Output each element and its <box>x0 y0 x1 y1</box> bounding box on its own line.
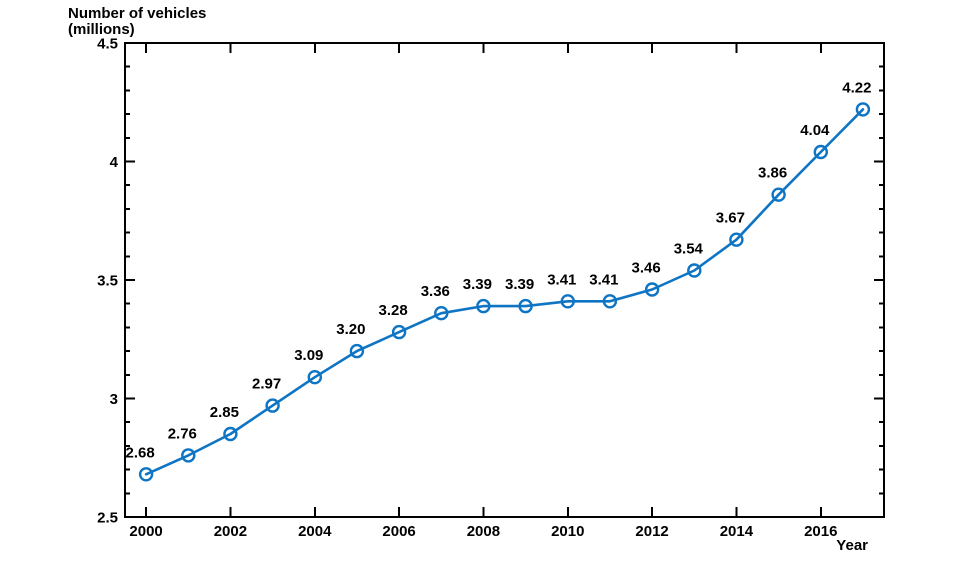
x-tick-label: 2014 <box>720 523 754 540</box>
data-label-2012: 3.46 <box>631 260 660 277</box>
data-point-2015 <box>771 187 786 202</box>
data-point-2016 <box>813 144 828 160</box>
data-point-2003 <box>265 398 280 413</box>
x-tick-label: 2010 <box>551 523 584 540</box>
x-tick-label: 2006 <box>382 523 415 540</box>
data-point-2002 <box>223 426 238 442</box>
data-label-2014: 3.67 <box>716 210 745 227</box>
data-point-2014 <box>729 232 744 247</box>
x-tick-label: 2008 <box>467 523 500 540</box>
x-axis-label: Year <box>836 537 868 554</box>
y-tick-label: 3.5 <box>97 272 118 289</box>
data-point-2010 <box>560 294 575 309</box>
chart-title: Number of vehicles (millions) <box>68 6 206 38</box>
data-label-2008: 3.39 <box>463 276 492 293</box>
data-label-2010: 3.41 <box>547 271 576 288</box>
data-label-2016: 4.04 <box>800 122 830 139</box>
data-points <box>138 102 871 482</box>
data-point-2000 <box>138 467 154 482</box>
data-label-2003: 2.97 <box>252 376 281 393</box>
data-label-2015: 3.86 <box>758 165 787 182</box>
x-tick-label: 2012 <box>635 523 668 540</box>
data-label-2007: 3.36 <box>421 283 450 300</box>
data-point-2009 <box>518 298 533 314</box>
y-tick-label: 2.5 <box>97 509 118 526</box>
data-point-2005 <box>349 343 365 359</box>
data-label-2013: 3.54 <box>674 241 704 258</box>
data-label-2000: 2.68 <box>125 444 154 461</box>
x-tick-label: 2000 <box>129 523 162 540</box>
y-tick-label: 4.5 <box>97 35 118 52</box>
series-line <box>144 108 865 476</box>
data-label-2005: 3.20 <box>336 321 365 338</box>
x-tick-label: 2016 <box>804 523 837 540</box>
data-point-2006 <box>391 324 407 340</box>
x-tick-label: 2002 <box>214 523 247 540</box>
data-point-2007 <box>434 306 449 321</box>
tick-labels: 2000 2002 2004 2006 2008 2010 2012 2014 2016 2.5 3… <box>97 35 837 540</box>
data-point-2017 <box>855 102 871 117</box>
chart-title-line1: Number of vehicles <box>68 5 207 22</box>
y-tick-label: 4 <box>110 154 119 171</box>
data-label-2001: 2.76 <box>168 425 197 442</box>
data-label-2017: 4.22 <box>842 79 871 96</box>
data-label-2004: 3.09 <box>294 347 323 364</box>
data-point-2004 <box>307 370 322 385</box>
chart-title-line2: (millions) <box>68 21 135 38</box>
axes <box>124 42 885 518</box>
data-point-2008 <box>476 298 491 314</box>
data-point-2001 <box>181 448 196 463</box>
data-point-2012 <box>644 282 660 297</box>
y-tick-label: 3 <box>110 391 118 408</box>
data-point-2013 <box>687 263 702 278</box>
data-label-2006: 3.28 <box>378 302 407 319</box>
data-label-2011: 3.41 <box>589 271 618 288</box>
data-point-2011 <box>602 294 618 309</box>
data-labels: 2.68 2.76 2.85 2.97 3.09 3.20 3.28 3.36 3.39 3.39… <box>125 79 871 461</box>
data-label-2009: 3.39 <box>505 276 534 293</box>
x-tick-label: 2004 <box>298 523 332 540</box>
data-label-2002: 2.85 <box>210 404 239 421</box>
